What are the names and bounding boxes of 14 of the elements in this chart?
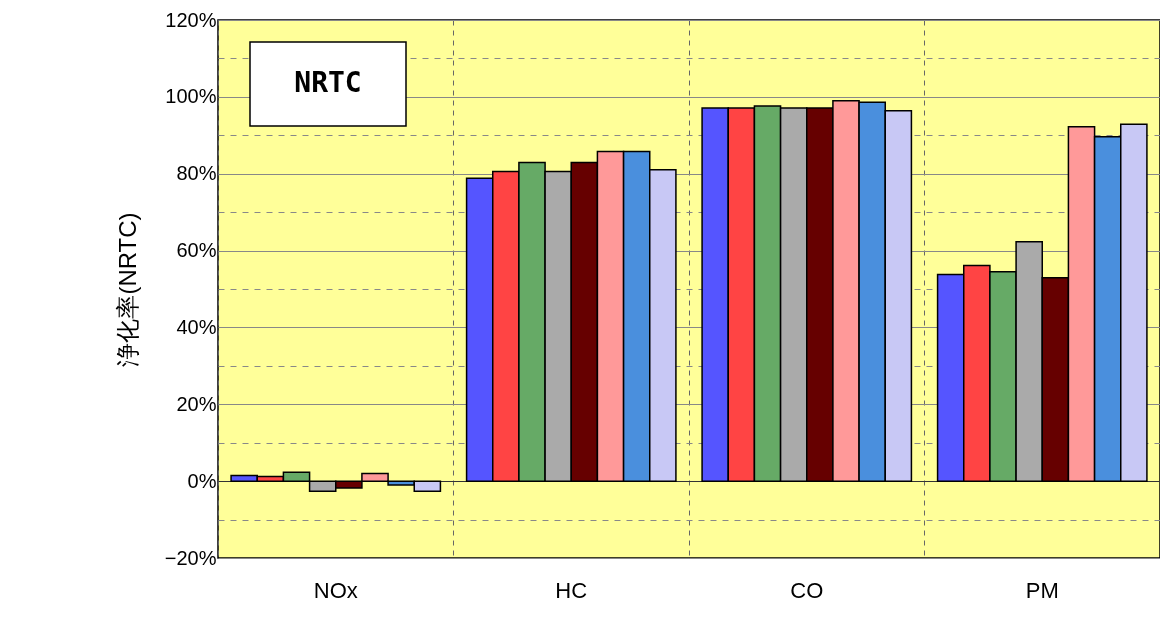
y-tick-label: 40% bbox=[176, 315, 217, 338]
y-tick-label: 80% bbox=[176, 162, 217, 185]
annotation: NRTC bbox=[294, 66, 362, 99]
x-tick-label: CO bbox=[790, 577, 824, 603]
y-tick-label: −20% bbox=[164, 546, 217, 569]
y-tick-label: 0% bbox=[187, 469, 217, 492]
x-tick-label: PM bbox=[1025, 577, 1059, 603]
y-tick-label: 60% bbox=[176, 239, 217, 262]
x-tick-label: NOx bbox=[313, 577, 358, 603]
x-tick-label: HC bbox=[555, 577, 588, 603]
y-axis-title: 浄化率(NRTC) bbox=[113, 212, 141, 367]
y-tick-label: 20% bbox=[176, 392, 217, 415]
y-tick-label: 120% bbox=[165, 8, 217, 31]
y-tick-label: 100% bbox=[165, 85, 217, 108]
